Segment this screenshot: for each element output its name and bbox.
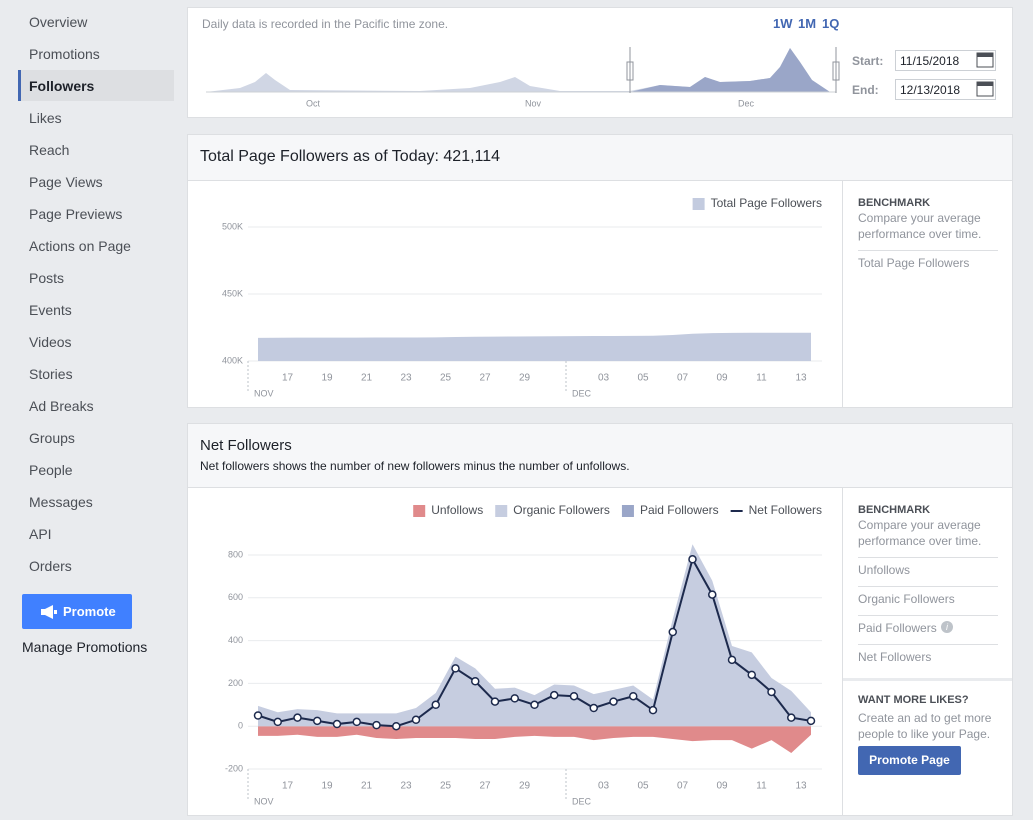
more-likes-heading: WANT MORE LIKES? (858, 694, 969, 706)
benchmark-item[interactable]: Net Followers (858, 650, 932, 664)
nav-item[interactable]: People (29, 462, 73, 478)
megaphone-icon (41, 605, 57, 619)
benchmark-item[interactable]: Unfollows (858, 563, 911, 577)
nav-item[interactable]: Overview (29, 14, 88, 30)
nav-item[interactable]: Followers (29, 78, 95, 94)
timezone-note: Daily data is recorded in the Pacific ti… (202, 17, 449, 31)
nav-item[interactable]: Messages (29, 494, 93, 510)
nav-item[interactable]: Stories (29, 366, 73, 382)
panel-header (188, 424, 1012, 488)
end-input[interactable]: 12/13/2018 (895, 79, 996, 100)
panel-title: Net Followers (200, 437, 292, 454)
benchmark-item[interactable]: Paid Followers (858, 621, 937, 635)
start-label: Start: (852, 54, 884, 68)
nav-item[interactable]: Actions on Page (29, 238, 131, 254)
manage-promotions[interactable]: Manage Promotions (22, 639, 148, 655)
divider (842, 181, 843, 407)
nav-item[interactable]: Page Views (29, 174, 103, 190)
nav-item[interactable]: Posts (29, 270, 65, 286)
nav-item[interactable]: Promotions (29, 46, 100, 62)
nav-item[interactable]: Likes (29, 110, 62, 126)
nav-item[interactable]: Orders (29, 558, 72, 574)
nav-item[interactable]: Reach (29, 142, 70, 158)
divider (842, 488, 843, 815)
active-nav (18, 70, 174, 101)
promote-page-button[interactable]: Promote Page (858, 746, 961, 775)
nav-item[interactable]: Groups (29, 430, 75, 446)
nav-item[interactable]: Ad Breaks (29, 398, 94, 414)
benchmark-heading: BENCHMARK (858, 504, 931, 516)
promote-button[interactable]: Promote (22, 594, 132, 629)
info-icon[interactable]: i (941, 621, 953, 633)
start-input[interactable]: 11/15/2018 (895, 50, 996, 71)
end-label: End: (852, 83, 879, 97)
preset[interactable]: 1M (798, 16, 817, 31)
nav-item[interactable]: Videos (29, 334, 72, 350)
panel-subtitle: Net followers shows the number of new fo… (200, 459, 630, 473)
benchmark-item[interactable]: Total Page Followers (858, 256, 970, 270)
preset[interactable]: 1W (773, 16, 793, 31)
benchmark-text: Compare your average performance over ti… (858, 518, 982, 548)
preset[interactable]: 1Q (822, 16, 840, 31)
promote-label: Promote (63, 604, 116, 619)
benchmark-text: Compare your average performance over ti… (858, 211, 982, 241)
benchmark-heading: BENCHMARK (858, 197, 931, 209)
nav-item[interactable]: API (29, 526, 52, 542)
nav-item[interactable]: Events (29, 302, 72, 318)
divider (843, 678, 1012, 681)
more-likes-text: Create an ad to get more people to like … (858, 711, 992, 741)
panel-title: Total Page Followers as of Today: 421,11… (200, 148, 501, 165)
nav-item[interactable]: Page Previews (29, 206, 123, 222)
benchmark-item[interactable]: Organic Followers (858, 592, 955, 606)
panel-header (188, 135, 1012, 181)
